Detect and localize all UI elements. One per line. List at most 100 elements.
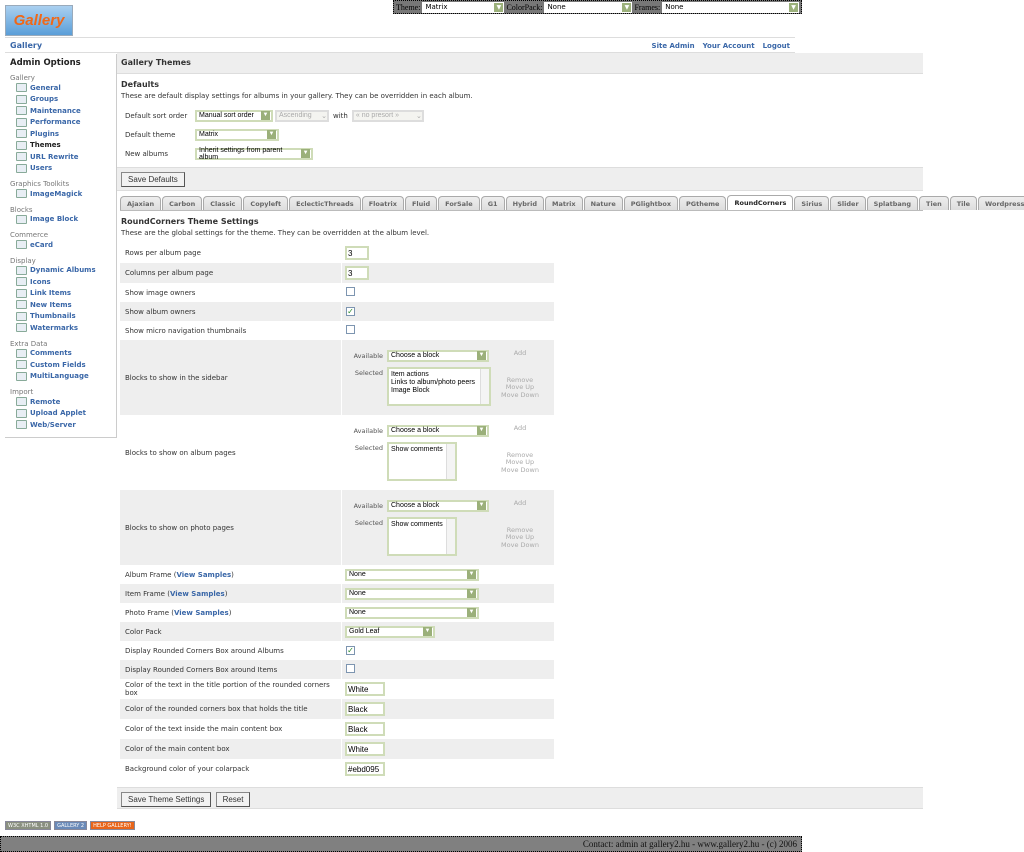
sidebar-item-ecard[interactable]: eCard: [10, 239, 111, 251]
sidebar-item-image-block[interactable]: Image Block: [10, 214, 111, 226]
tab-floatrix[interactable]: Floatrix: [361, 196, 404, 210]
move-up-block-button[interactable]: Move Up: [505, 533, 535, 541]
sidebar-item-new-items[interactable]: New Items: [10, 299, 111, 311]
sidebar-item-label[interactable]: Themes: [30, 141, 61, 150]
add-block-button[interactable]: Add: [513, 498, 527, 507]
site-admin-link[interactable]: Site Admin: [651, 41, 695, 50]
sidebar-item-plugins[interactable]: Plugins: [10, 128, 111, 140]
sidebar-item-label[interactable]: Watermarks: [30, 323, 79, 332]
move-up-block-button[interactable]: Move Up: [505, 383, 535, 391]
sidebar-item-icons[interactable]: Icons: [10, 276, 111, 288]
available-blocks-select[interactable]: Choose a block ▼: [387, 499, 489, 512]
color-of-the-main-content-box-input[interactable]: White: [345, 742, 385, 756]
sidebar-item-label[interactable]: Link Items: [30, 289, 72, 298]
album-frame-select[interactable]: None ▼: [345, 568, 479, 581]
sidebar-item-label[interactable]: Groups: [30, 95, 59, 104]
selected-block-item[interactable]: Image Block: [391, 386, 430, 394]
tab-slider[interactable]: Slider: [830, 196, 866, 210]
selected-blocks-list[interactable]: Show comments: [387, 441, 457, 481]
tab-matrix[interactable]: Matrix: [544, 196, 583, 210]
colorpack-select[interactable]: None ▼: [544, 1, 633, 13]
color-of-the-rounded-corners-box-that-holds-the-title-input[interactable]: Black: [345, 702, 385, 716]
sidebar-item-web-server[interactable]: Web/Server: [10, 419, 111, 431]
move-down-block-button[interactable]: Move Down: [501, 465, 539, 474]
view-samples-link[interactable]: View Samples: [169, 589, 225, 598]
add-block-button[interactable]: Add: [513, 348, 527, 357]
selected-block-item[interactable]: Links to album/photo peers: [391, 378, 476, 386]
tab-carbon[interactable]: Carbon: [162, 196, 203, 210]
sidebar-item-dynamic-albums[interactable]: Dynamic Albums: [10, 265, 111, 277]
frames-select[interactable]: None ▼: [662, 1, 799, 13]
tab-tien[interactable]: Tien: [919, 196, 949, 210]
sidebar-item-multilanguage[interactable]: MultiLanguage: [10, 371, 111, 383]
show-album-owners-checkbox[interactable]: ✓: [346, 307, 355, 316]
view-samples-link[interactable]: View Samples: [173, 608, 229, 617]
sidebar-item-label[interactable]: Dynamic Albums: [30, 266, 96, 275]
color-of-the-text-in-the-title-portion-of-the-rounded-corners-box-input[interactable]: White: [345, 682, 385, 696]
selected-block-item[interactable]: Show comments: [391, 445, 443, 453]
your-account-link[interactable]: Your Account: [702, 41, 755, 50]
sidebar-item-url-rewrite[interactable]: URL Rewrite: [10, 151, 111, 163]
sidebar-item-label[interactable]: Web/Server: [30, 420, 76, 429]
selected-blocks-list[interactable]: Item actions Links to album/photo peers Im…: [387, 366, 491, 406]
background-color-of-your-colarpack-input[interactable]: #ebd095: [345, 762, 385, 776]
tab-fluid[interactable]: Fluid: [404, 196, 438, 210]
tab-ajaxian[interactable]: Ajaxian: [120, 196, 162, 210]
available-blocks-select[interactable]: Choose a block ▼: [387, 349, 489, 362]
sidebar-item-label[interactable]: Performance: [30, 118, 81, 127]
sidebar-item-watermarks[interactable]: Watermarks: [10, 322, 111, 334]
sidebar-item-general[interactable]: General: [10, 82, 111, 94]
show-micro-navigation-thumbnails-checkbox[interactable]: [346, 325, 355, 334]
gallery2-badge[interactable]: GALLERY 2: [54, 821, 88, 830]
sidebar-item-performance[interactable]: Performance: [10, 117, 111, 129]
tab-splatbang[interactable]: Splatbang: [866, 196, 919, 210]
selected-blocks-list[interactable]: Show comments: [387, 516, 457, 556]
selected-block-item[interactable]: Item actions: [391, 370, 429, 378]
reset-button[interactable]: Reset: [215, 792, 251, 807]
save-defaults-button[interactable]: Save Defaults: [121, 172, 185, 187]
sidebar-item-label[interactable]: General: [30, 83, 61, 92]
sort-order-select[interactable]: Manual sort order ▼: [195, 109, 273, 122]
logout-link[interactable]: Logout: [762, 41, 790, 50]
tab-eclecticthreads[interactable]: EclecticThreads: [289, 196, 361, 210]
new-albums-select[interactable]: Inherit settings from parent album ▼: [195, 147, 313, 161]
tab-pgtheme[interactable]: PGtheme: [679, 196, 727, 210]
w3c-xhtml-badge[interactable]: W3C XHTML 1.0: [5, 821, 52, 830]
display-rounded-corners-box-around-albums-checkbox[interactable]: ✓: [346, 646, 355, 655]
tab-copyleft[interactable]: Copyleft: [243, 196, 289, 210]
sidebar-item-users[interactable]: Users: [10, 163, 111, 175]
sidebar-item-label[interactable]: eCard: [30, 240, 54, 249]
move-up-block-button[interactable]: Move Up: [505, 458, 535, 466]
display-rounded-corners-box-around-items-checkbox[interactable]: [346, 664, 355, 673]
gallery-logo[interactable]: Gallery: [5, 5, 73, 36]
show-image-owners-checkbox[interactable]: [346, 287, 355, 296]
sidebar-item-label[interactable]: Image Block: [30, 215, 79, 224]
listbox-scrollbar[interactable]: [446, 443, 455, 479]
sidebar-item-label[interactable]: Remote: [30, 397, 61, 406]
sidebar-item-label[interactable]: Upload Applet: [30, 409, 87, 418]
sidebar-item-custom-fields[interactable]: Custom Fields: [10, 359, 111, 371]
move-down-block-button[interactable]: Move Down: [501, 390, 539, 399]
sidebar-item-label[interactable]: Plugins: [30, 129, 60, 138]
sidebar-item-imagemagick[interactable]: ImageMagick: [10, 188, 111, 200]
tab-roundcorners[interactable]: RoundCorners: [727, 195, 794, 210]
sidebar-item-label[interactable]: MultiLanguage: [30, 372, 89, 381]
tab-forsale[interactable]: ForSale: [438, 196, 480, 210]
tab-wordpressembedded[interactable]: WordpressEmbedded: [978, 196, 1024, 210]
remove-block-button[interactable]: Remove: [506, 450, 534, 459]
sidebar-item-themes[interactable]: Themes: [10, 140, 111, 152]
rows-per-album-page-input[interactable]: 3: [345, 246, 369, 260]
tab-tile[interactable]: Tile: [949, 196, 978, 210]
columns-per-album-page-input[interactable]: 3: [345, 266, 369, 280]
help-gallery-badge[interactable]: HELP GALLERY!: [90, 821, 135, 830]
sidebar-item-label[interactable]: Icons: [30, 277, 51, 286]
item-frame-select[interactable]: None ▼: [345, 587, 479, 600]
breadcrumb-gallery[interactable]: Gallery: [10, 40, 43, 50]
view-samples-link[interactable]: View Samples: [176, 570, 232, 579]
sidebar-item-link-items[interactable]: Link Items: [10, 288, 111, 300]
color-pack-select[interactable]: Gold Leaf ▼: [345, 625, 435, 638]
sidebar-item-comments[interactable]: Comments: [10, 348, 111, 360]
sidebar-item-label[interactable]: ImageMagick: [30, 189, 83, 198]
listbox-scrollbar[interactable]: [480, 368, 489, 404]
tab-g1[interactable]: G1: [480, 196, 505, 210]
